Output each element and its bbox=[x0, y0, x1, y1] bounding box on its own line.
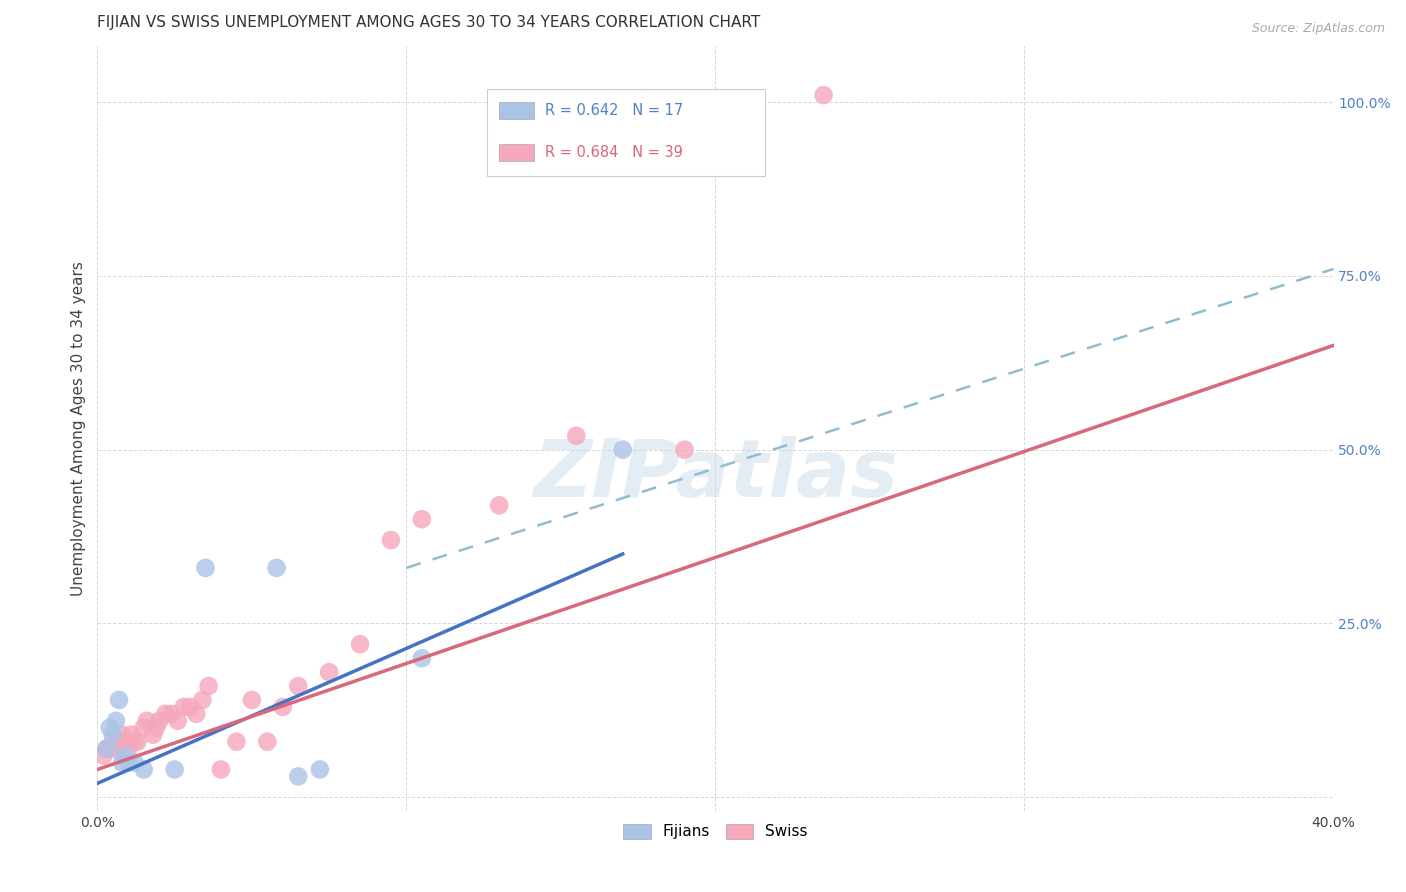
Point bbox=[209, 763, 232, 777]
Point bbox=[93, 748, 115, 763]
Point bbox=[111, 728, 134, 742]
Point bbox=[287, 769, 309, 783]
Point bbox=[813, 88, 835, 103]
Point bbox=[117, 741, 139, 756]
Point bbox=[179, 699, 201, 714]
Legend: Fijians, Swiss: Fijians, Swiss bbox=[617, 818, 814, 846]
Point bbox=[488, 498, 510, 512]
Point bbox=[101, 728, 124, 742]
Point bbox=[612, 442, 634, 457]
Point bbox=[98, 741, 121, 756]
Point bbox=[225, 734, 247, 748]
Y-axis label: Unemployment Among Ages 30 to 34 years: Unemployment Among Ages 30 to 34 years bbox=[72, 261, 86, 596]
Point bbox=[349, 637, 371, 651]
Point bbox=[96, 741, 118, 756]
Point bbox=[114, 748, 136, 763]
Point bbox=[111, 756, 134, 770]
Point bbox=[160, 706, 183, 721]
Point bbox=[124, 756, 146, 770]
Point bbox=[308, 763, 330, 777]
Point bbox=[173, 699, 195, 714]
Point bbox=[101, 734, 124, 748]
Point bbox=[155, 706, 177, 721]
Point bbox=[120, 728, 142, 742]
Point bbox=[673, 442, 696, 457]
Text: R = 0.684   N = 39: R = 0.684 N = 39 bbox=[546, 145, 683, 161]
Point bbox=[98, 721, 121, 735]
Text: R = 0.642   N = 17: R = 0.642 N = 17 bbox=[546, 103, 683, 118]
Point bbox=[96, 741, 118, 756]
Point bbox=[380, 533, 402, 547]
Point bbox=[197, 679, 219, 693]
Point bbox=[287, 679, 309, 693]
Point bbox=[266, 561, 288, 575]
Point bbox=[135, 714, 157, 728]
Point bbox=[117, 756, 139, 770]
Point bbox=[411, 512, 433, 526]
Point bbox=[163, 763, 186, 777]
Point bbox=[191, 693, 214, 707]
Point bbox=[256, 734, 278, 748]
Text: ZIPatlas: ZIPatlas bbox=[533, 435, 898, 514]
Point bbox=[108, 734, 131, 748]
Point bbox=[142, 728, 165, 742]
Point bbox=[186, 706, 208, 721]
Point bbox=[145, 721, 167, 735]
Point bbox=[104, 741, 127, 756]
Point bbox=[411, 651, 433, 665]
Point bbox=[148, 714, 170, 728]
FancyBboxPatch shape bbox=[486, 88, 765, 177]
Point bbox=[166, 714, 188, 728]
Bar bbox=[499, 103, 534, 120]
Point bbox=[240, 693, 263, 707]
Point bbox=[114, 734, 136, 748]
Point bbox=[132, 763, 155, 777]
Point bbox=[108, 693, 131, 707]
Point bbox=[132, 721, 155, 735]
Point bbox=[104, 714, 127, 728]
Bar bbox=[499, 145, 534, 161]
Point bbox=[127, 734, 149, 748]
Point bbox=[124, 734, 146, 748]
Text: Source: ZipAtlas.com: Source: ZipAtlas.com bbox=[1251, 22, 1385, 36]
Point bbox=[318, 665, 340, 680]
Point bbox=[271, 699, 294, 714]
Text: FIJIAN VS SWISS UNEMPLOYMENT AMONG AGES 30 TO 34 YEARS CORRELATION CHART: FIJIAN VS SWISS UNEMPLOYMENT AMONG AGES … bbox=[97, 15, 761, 30]
Point bbox=[565, 429, 588, 443]
Point bbox=[194, 561, 217, 575]
